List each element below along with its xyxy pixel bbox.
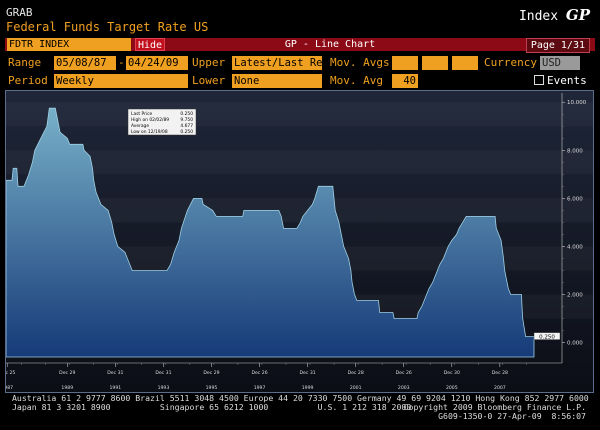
lower-label: Lower (192, 74, 226, 87)
chart-frame (5, 90, 594, 393)
function-indicator: Index GP (519, 6, 590, 24)
hide-button[interactable]: Hide (135, 38, 165, 51)
checkbox-box[interactable] (534, 75, 544, 85)
x-tick-label-day: Dec 29 (59, 370, 75, 376)
footer-contacts-line1: Australia 61 2 9777 8600 Brazil 5511 304… (12, 393, 589, 403)
function-code: GRAB (6, 6, 33, 19)
y-tick-label: 8.000 (567, 148, 583, 154)
y-tick-label: 0.000 (567, 341, 583, 347)
x-tick-label-year: 1999 (302, 385, 314, 391)
y-tick-label: 10.000 (567, 100, 587, 106)
x-tick-label-year: 1993 (158, 385, 170, 391)
x-tick-label-year: 1997 (254, 385, 266, 391)
period-select[interactable]: Weekly (54, 74, 188, 88)
lower-chart-select[interactable]: None (232, 74, 322, 88)
mov-avg-period-field[interactable]: 40 (392, 74, 418, 88)
events-checkbox[interactable]: Events (534, 74, 587, 88)
x-tick-label-day: Dec 26 (251, 370, 267, 376)
x-tick-label-year: 1991 (109, 385, 121, 391)
period-label: Period (8, 74, 48, 87)
x-tick-label-day: Dec 28 (492, 370, 508, 376)
grid-band (6, 150, 593, 174)
range-dash: - (118, 56, 125, 69)
page-title: Federal Funds Target Rate US (6, 20, 209, 34)
x-tick-label-year: 1995 (206, 385, 218, 391)
ticker-field[interactable]: FDTR INDEX (7, 38, 131, 51)
x-tick-label-year: 2007 (494, 385, 506, 391)
range-end-field[interactable]: 04/24/09 (126, 56, 188, 70)
x-tick-label-day: Dec 31 (300, 370, 316, 376)
x-tick-label-day: Dec 25 (6, 370, 15, 376)
mov-avg-field-1[interactable] (392, 56, 418, 70)
legend-row-label: Last Price (131, 111, 153, 117)
footer-contacts-line2: Japan 81 3 3201 8900 Singapore 65 6212 1… (12, 402, 412, 412)
x-tick-label-year: 2003 (398, 385, 410, 391)
x-tick-label-day: Dec 31 (107, 370, 123, 376)
index-word: Index (518, 9, 559, 24)
legend-row-label: Average (131, 123, 149, 129)
gp-function-logo: GP (565, 6, 590, 24)
x-tick-label-day: Dec 28 (348, 370, 364, 376)
legend-row-value: 0.250 (180, 111, 193, 117)
x-tick-label-day: Dec 31 (155, 370, 171, 376)
footer-copyright: Copyright 2009 Bloomberg Finance L.P. (403, 402, 586, 412)
grid-band (6, 102, 593, 126)
chart-svg: 0.000 2.000 4.000 6.000 8.000 10.000 Dec 25 19… (6, 91, 593, 392)
upper-chart-select[interactable]: Latest/Last Re (232, 56, 322, 70)
x-tick-label-day: Dec 26 (396, 370, 412, 376)
legend-row-label: Low on 12/19/08 (131, 129, 168, 135)
upper-label: Upper (192, 56, 226, 69)
y-tick-label: 6.000 (567, 196, 583, 202)
mov-avg-label: Mov. Avg (330, 74, 383, 87)
page-indicator[interactable]: Page 1/31 (525, 38, 590, 53)
y-tick-label: 2.000 (567, 293, 583, 299)
legend-row-value: 0.250 (180, 129, 193, 135)
x-axis: Dec 25 1987 Dec 29 1989 Dec 31 1991 Dec 31 1993… (6, 362, 562, 391)
legend-row-value: 4.677 (180, 123, 193, 129)
x-tick-label-year: 1987 (6, 385, 13, 391)
footer-timestamp: G609-1350-0 27-Apr-09 8:56:07 (438, 411, 586, 421)
y-axis: 0.000 2.000 4.000 6.000 8.000 10.000 (561, 93, 587, 363)
legend-row-value: 9.750 (180, 117, 193, 123)
series-area (6, 107, 535, 358)
x-tick-label-year: 2001 (350, 385, 362, 391)
events-label: Events (547, 74, 587, 87)
legend-row-label: High on 02/02/89 (131, 117, 169, 123)
x-tick-label-day: Dec 30 (444, 370, 460, 376)
mov-avg-field-2[interactable] (422, 56, 448, 70)
y-tick-label: 4.000 (567, 244, 583, 250)
x-tick-label-year: 1989 (61, 385, 73, 391)
last-value-marker: 0.250 (533, 332, 561, 340)
currency-field[interactable]: USD (540, 56, 580, 70)
stats-legend-box: Last Price 0.250 High on 02/02/89 9.750 Aver… (127, 108, 197, 136)
x-tick-label-day: Dec 29 (203, 370, 219, 376)
last-value-label: 0.250 (539, 334, 555, 340)
mov-avgs-label: Mov. Avgs (330, 56, 390, 69)
currency-label: Currency (484, 56, 537, 69)
range-start-field[interactable]: 05/08/87 (54, 56, 116, 70)
chart-type-title: GP - Line Chart (284, 39, 376, 50)
range-label: Range (8, 56, 42, 69)
mov-avg-field-3[interactable] (452, 56, 478, 70)
x-tick-label-year: 2005 (446, 385, 458, 391)
